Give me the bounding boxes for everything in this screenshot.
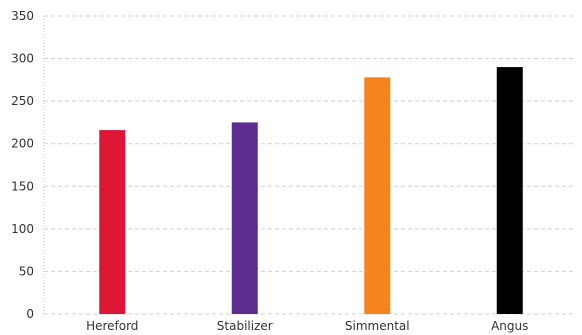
y-tick-label: 350 <box>11 9 34 23</box>
x-tick-label-hereford: Hereford <box>86 319 138 333</box>
bar-angus <box>496 67 523 314</box>
bar-hereford <box>99 130 126 314</box>
y-tick-label: 200 <box>11 137 34 151</box>
y-tick-label: 150 <box>11 179 34 193</box>
y-tick-label: 100 <box>11 222 34 236</box>
x-tick-label-stabilizer: Stabilizer <box>217 319 273 333</box>
y-tick-label: 50 <box>19 264 34 278</box>
bars <box>99 67 523 314</box>
y-tick-label: 300 <box>11 52 34 66</box>
bar-stabilizer <box>231 122 258 314</box>
bar-simmental <box>364 77 391 314</box>
y-tick-label: 250 <box>11 94 34 108</box>
x-axis: Hereford Stabilizer Simmental Angus <box>86 319 528 333</box>
y-tick-label: 0 <box>26 307 34 321</box>
y-axis: 0 50 100 150 200 250 300 350 <box>11 9 45 321</box>
grid-lines <box>44 15 574 315</box>
x-tick-label-simmental: Simmental <box>345 319 410 333</box>
x-tick-label-angus: Angus <box>491 319 528 333</box>
